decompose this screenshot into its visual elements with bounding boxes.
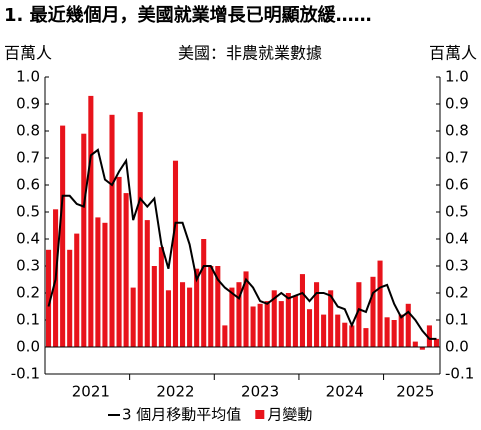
bar	[144, 220, 150, 347]
bar	[299, 274, 305, 347]
bar	[158, 247, 164, 347]
bar	[60, 125, 66, 347]
bar	[328, 290, 334, 347]
bar	[426, 325, 432, 347]
y-tick-label: 0.8	[445, 122, 469, 140]
y-axis-label: 百萬人	[4, 44, 52, 63]
bar	[314, 282, 320, 347]
y-tick-label: 0.4	[445, 230, 469, 248]
bar	[180, 282, 186, 347]
bar	[236, 282, 242, 347]
bar	[419, 347, 425, 350]
bar	[384, 317, 390, 347]
bar	[271, 290, 277, 347]
bar	[321, 314, 327, 347]
bar	[264, 301, 270, 347]
bar	[215, 266, 221, 347]
y-tick-label: 0.5	[445, 203, 469, 221]
bar	[398, 314, 404, 347]
bar	[137, 112, 143, 347]
bar	[67, 249, 73, 347]
bar	[95, 217, 101, 347]
bar	[292, 295, 298, 347]
x-tick-label: 2025	[396, 383, 434, 401]
bar	[391, 320, 397, 347]
bar	[130, 287, 136, 347]
y-tick-label: 0.1	[445, 311, 469, 329]
y-tick-label: 0.2	[445, 284, 469, 302]
legend-swatch	[255, 410, 265, 419]
y-tick-label: 0.2	[16, 284, 40, 302]
y-tick-label: 0.9	[445, 95, 469, 113]
bar	[74, 233, 80, 347]
bar	[243, 271, 249, 347]
bar	[278, 301, 284, 347]
y-tick-label: 0.1	[16, 311, 40, 329]
y-tick-label: 0.4	[16, 230, 40, 248]
bar	[335, 314, 341, 347]
bar	[377, 260, 383, 347]
legend-label: 月變動	[267, 406, 312, 424]
x-tick-label: 2024	[326, 383, 364, 401]
bar	[285, 293, 291, 347]
bar	[356, 282, 362, 347]
bar	[165, 290, 171, 347]
bar	[208, 266, 214, 347]
y-tick-label: 0.0	[445, 338, 469, 356]
y-tick-label: 0.7	[16, 149, 40, 167]
y-tick-label: 0.3	[445, 257, 469, 275]
chart-subtitle: 美國：非農就業數據	[178, 44, 322, 63]
bar	[172, 160, 179, 347]
y-tick-label: 1.0	[445, 68, 469, 86]
bar	[102, 222, 108, 347]
bar	[109, 114, 115, 347]
y-tick-label: 0.8	[16, 122, 40, 140]
bar	[151, 266, 157, 347]
y-tick-label: 0.0	[16, 338, 40, 356]
y-tick-label: 0.7	[445, 149, 469, 167]
y-tick-label: 0.3	[16, 257, 40, 275]
bar	[116, 176, 122, 347]
y-tick-label: -0.1	[11, 365, 40, 383]
y-tick-label: 1.0	[16, 68, 40, 86]
bar	[201, 239, 207, 347]
y-tick-label: 0.9	[16, 95, 40, 113]
y-tick-label: 0.6	[16, 176, 40, 194]
y2-axis-label: 百萬人	[429, 44, 477, 63]
bar	[405, 303, 411, 347]
bar	[229, 287, 235, 347]
y-tick-label: 0.5	[16, 203, 40, 221]
bar	[123, 193, 129, 347]
y-tick-label: 0.6	[445, 176, 469, 194]
bar	[81, 133, 87, 347]
bar	[222, 325, 228, 347]
x-tick-label: 2022	[156, 383, 194, 401]
bar	[250, 306, 256, 347]
bar	[412, 341, 418, 347]
x-tick-label: 2021	[72, 383, 110, 401]
bar	[257, 303, 263, 347]
bar	[363, 328, 369, 347]
bar	[45, 249, 52, 347]
x-tick-label: 2023	[241, 383, 279, 401]
bar	[306, 309, 313, 347]
bar	[370, 276, 376, 347]
bar	[349, 325, 355, 347]
chart-title: 1. 最近幾個月，美國就業增長已明顯放緩……	[4, 4, 372, 26]
bar	[88, 95, 94, 348]
y-tick-label: -0.1	[445, 365, 474, 383]
bar	[194, 268, 200, 347]
legend-label: 3 個月移動平均值	[122, 406, 241, 424]
line	[47, 148, 437, 340]
bar	[187, 287, 193, 347]
bar	[433, 338, 440, 347]
bar	[342, 322, 348, 347]
